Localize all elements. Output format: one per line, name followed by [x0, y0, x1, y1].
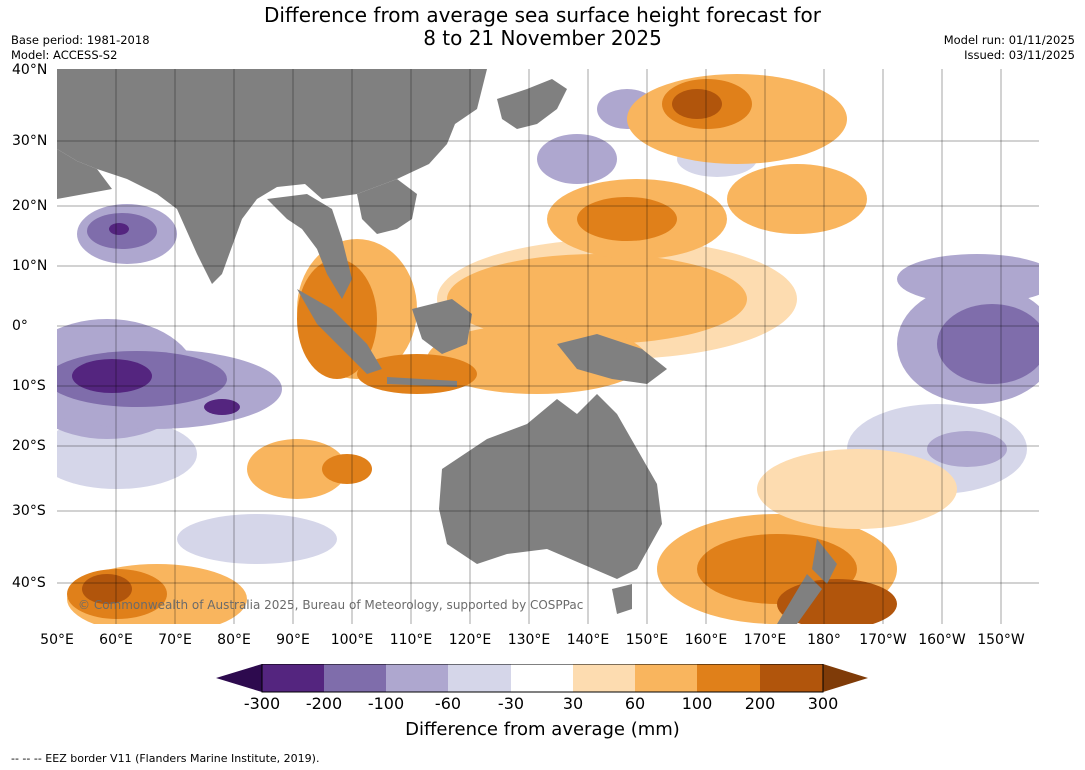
land-arabia [57, 149, 112, 199]
pos-anomaly-patch [82, 574, 132, 604]
lon-label: 120°E [448, 632, 492, 648]
land-tasmania [612, 584, 632, 614]
colorbar [216, 664, 868, 693]
lon-label: 110°E [389, 632, 433, 648]
colorbar-tick: 30 [562, 694, 584, 713]
land-java [387, 377, 457, 387]
lat-label-30n: 30°N [12, 133, 48, 149]
land-new-zealand-north [812, 539, 837, 584]
lon-label: 70°E [158, 632, 192, 648]
land-sumatra [297, 289, 382, 374]
lon-label: 140°E [566, 632, 610, 648]
lon-label: 90°E [276, 632, 310, 648]
run-info: Model run: 01/11/2025 Issued: 03/11/2025 [944, 33, 1075, 63]
lon-label: 150°W [977, 632, 1025, 648]
land-australia [439, 394, 662, 579]
colorbar-label: Difference from average (mm) [405, 719, 680, 740]
lat-label-10n: 10°N [12, 258, 48, 274]
pos-anomaly-patch [247, 439, 347, 499]
neg-anomaly-patch [937, 304, 1039, 384]
lat-label-equator: 0° [12, 318, 28, 334]
title-line-1: Difference from average sea surface heig… [263, 3, 822, 27]
lat-label-10s: 10°S [12, 378, 46, 394]
sea-surface-height-map [57, 69, 1039, 624]
lon-label: 130°E [507, 632, 551, 648]
land-borneo [412, 299, 472, 354]
lat-label-40n: 40°N [12, 62, 48, 78]
colorbar-tick: 100 [681, 694, 713, 713]
lon-label: 50°E [40, 632, 74, 648]
pos-anomaly-patch [577, 197, 677, 241]
eez-footnote: -- -- -- EEZ border V11 (Flanders Marine… [11, 752, 320, 765]
colorbar-bin [511, 664, 573, 692]
lon-label: 60°E [99, 632, 133, 648]
issued-date: Issued: 03/11/2025 [964, 48, 1075, 62]
colorbar-tick: -200 [305, 694, 343, 713]
colorbar-tick: -300 [243, 694, 281, 713]
pos-anomaly-patch [447, 254, 747, 344]
colorbar-tick: 60 [624, 694, 646, 713]
pos-anomaly-patch [727, 164, 867, 234]
lon-label: 100°E [330, 632, 374, 648]
colorbar-bin [262, 664, 324, 692]
lon-label: 170°W [859, 632, 907, 648]
neg-anomaly-patch [72, 359, 152, 393]
lon-label: 150°E [625, 632, 669, 648]
lon-label: 180° [807, 632, 841, 648]
colorbar-bin [760, 664, 823, 692]
colorbar-bin [573, 664, 635, 692]
colorbar-max-arrow [823, 664, 868, 692]
land-new-zealand-south [777, 574, 822, 624]
lat-label-20s: 20°S [12, 438, 46, 454]
pos-anomaly-patch [322, 454, 372, 484]
colorbar-tick: -30 [497, 694, 525, 713]
pos-anomaly-patch [672, 89, 722, 119]
lat-label-30s: 30°S [12, 503, 46, 519]
model-run: Model run: 01/11/2025 [943, 33, 1075, 47]
neg-anomaly-patch [927, 431, 1007, 467]
land [57, 69, 837, 624]
land-indochina [267, 194, 352, 299]
colorbar-bin [697, 664, 760, 692]
neg-anomaly-patch [204, 399, 240, 415]
colorbar-bin [324, 664, 386, 692]
land-asia [57, 69, 487, 284]
neg-anomaly-patch [109, 223, 129, 235]
copyright-notice: © Commonwealth of Australia 2025, Bureau… [78, 598, 584, 612]
neg-anomaly-patch [177, 514, 337, 564]
pos-anomaly-patch [757, 449, 957, 529]
colorbar-tick: 300 [807, 694, 839, 713]
land-japan [497, 79, 567, 129]
lat-label-40s: 40°S [12, 575, 46, 591]
model-info: Base period: 1981-2018 Model: ACCESS-S2 [11, 33, 150, 63]
lon-label: 160°E [684, 632, 728, 648]
colorbar-bin [448, 664, 511, 692]
colorbar-tick: 200 [744, 694, 776, 713]
title-line-2: 8 to 21 November 2025 [423, 26, 662, 50]
lon-label: 170°E [743, 632, 787, 648]
neg-anomaly-patch [537, 134, 617, 184]
land-southeast-asia [357, 179, 417, 234]
model-name: Model: ACCESS-S2 [11, 48, 118, 62]
base-period: Base period: 1981-2018 [11, 33, 150, 47]
colorbar-tick: -60 [434, 694, 462, 713]
anomaly-field [57, 74, 1039, 624]
colorbar-bin [386, 664, 448, 692]
colorbar-outline [261, 664, 824, 693]
map-title: Difference from average sea surface heig… [0, 4, 1085, 50]
lat-label-20n: 20°N [12, 198, 48, 214]
colorbar-tick: -100 [367, 694, 405, 713]
land-new-guinea [557, 334, 667, 384]
lon-label: 160°W [918, 632, 966, 648]
colorbar-min-arrow [216, 664, 262, 692]
lon-label: 80°E [217, 632, 251, 648]
graticule [57, 69, 1039, 624]
map-svg [57, 69, 1039, 624]
colorbar-bin [635, 664, 697, 692]
